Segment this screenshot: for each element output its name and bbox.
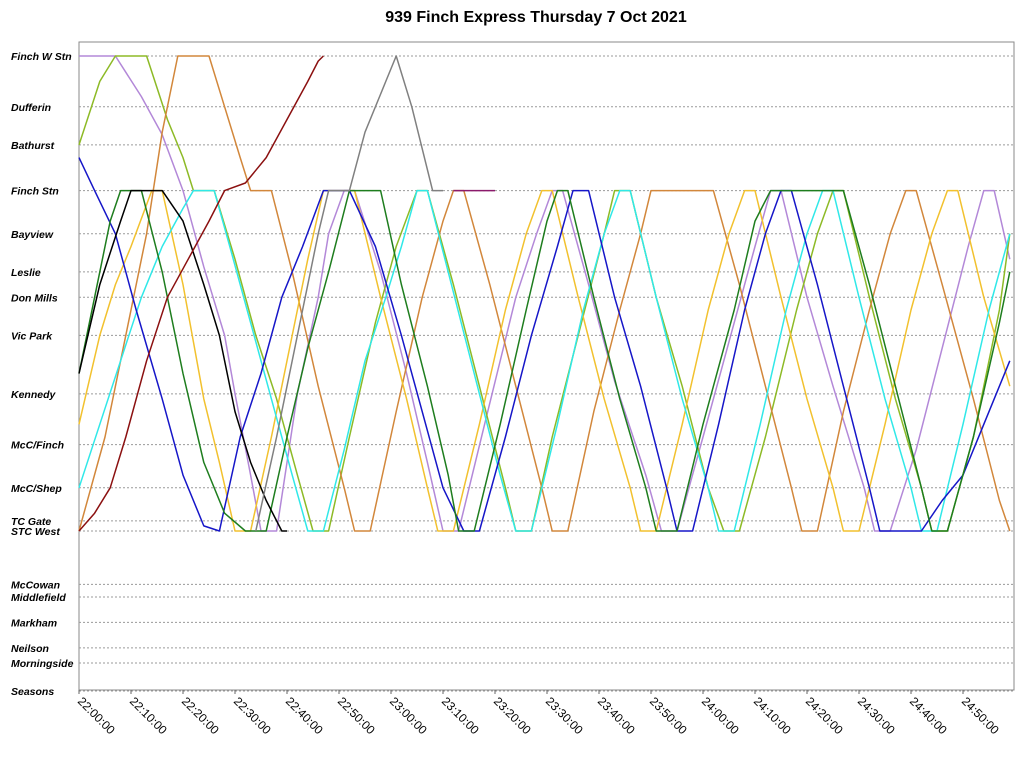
- trip-line-4: [78, 189, 1011, 532]
- stop-label: Seasons: [11, 686, 54, 698]
- x-tick-label: 24:50:00: [959, 694, 1002, 737]
- x-tick-label: 23:10:00: [439, 694, 482, 737]
- trip-lines: [78, 55, 1011, 532]
- x-tick-label: 22:30:00: [231, 694, 274, 737]
- plot-area: [78, 41, 1015, 691]
- stop-label: TC Gate: [11, 516, 51, 528]
- x-tick-label: 23:00:00: [387, 694, 430, 737]
- stop-label: McC/Finch: [11, 440, 64, 452]
- x-tick-label: 24:20:00: [803, 694, 846, 737]
- x-tick-label: 22:10:00: [127, 694, 170, 737]
- x-tick-label: 23:20:00: [491, 694, 534, 737]
- time-ticks: 22:00:00 22:10:00 22:20:00 22:30:00 22:40:00…: [75, 690, 1002, 737]
- x-tick-label: 24:40:00: [907, 694, 950, 737]
- stop-label: Leslie: [11, 267, 41, 279]
- stop-label: Neilson: [11, 643, 49, 655]
- x-tick-label: 24:30:00: [855, 694, 898, 737]
- x-tick-label: 24:00:00: [699, 694, 742, 737]
- stop-label: Finch W Stn: [11, 51, 72, 63]
- stop-label: Finch Stn: [11, 186, 59, 198]
- stop-label: Bathurst: [11, 140, 55, 152]
- x-tick-label: 23:30:00: [543, 694, 586, 737]
- chart-title: 939 Finch Express Thursday 7 Oct 2021: [385, 9, 687, 26]
- stop-label: McC/Shep: [11, 483, 62, 495]
- stop-label: STC West: [11, 526, 60, 538]
- stop-labels: Finch W Stn Dufferin Bathurst Finch Stn Bayv…: [11, 51, 74, 698]
- x-tick-label: 23:50:00: [647, 694, 690, 737]
- stop-label: Vic Park: [11, 330, 53, 342]
- x-tick-label: 22:20:00: [179, 694, 222, 737]
- stop-label: Middlefield: [11, 592, 66, 604]
- x-tick-label: 22:50:00: [335, 694, 378, 737]
- stop-label: Markham: [11, 617, 57, 629]
- trip-line-7: [78, 189, 1011, 532]
- trip-line-6: [78, 157, 1011, 532]
- trip-line-9: [78, 55, 324, 532]
- stop-label: McCowan: [11, 579, 60, 591]
- x-tick-label: 22:00:00: [75, 694, 118, 737]
- trip-line-3: [78, 55, 1011, 532]
- x-tick-label: 22:40:00: [283, 694, 326, 737]
- stop-label: Bayview: [11, 229, 54, 241]
- trip-line-5: [78, 189, 1011, 532]
- x-tick-label: 23:40:00: [595, 694, 638, 737]
- trip-line-8: [78, 189, 287, 532]
- stop-label: Dufferin: [11, 102, 51, 114]
- trip-line-10: [255, 55, 443, 532]
- stop-label: Kennedy: [11, 389, 57, 401]
- stop-label: Morningside: [11, 658, 74, 670]
- stop-label: Don Mills: [11, 292, 58, 304]
- x-tick-label: 24:10:00: [751, 694, 794, 737]
